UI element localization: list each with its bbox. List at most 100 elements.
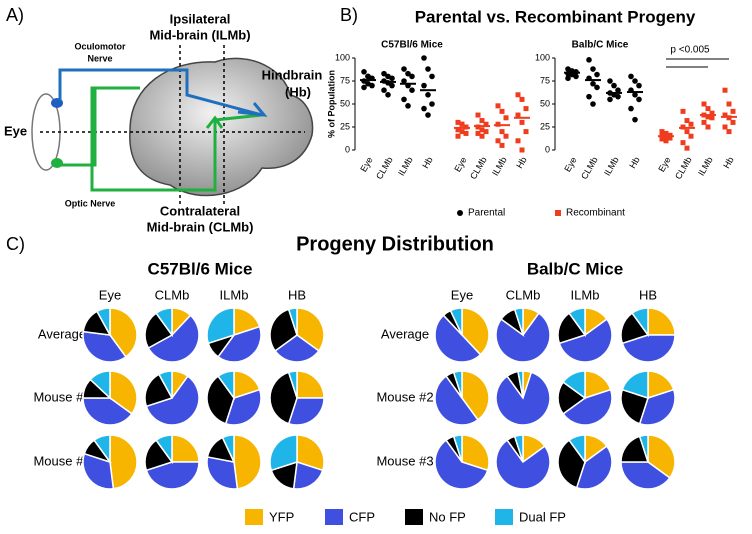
pie-slice xyxy=(233,434,262,490)
pie-slice xyxy=(621,370,649,400)
pie-slice xyxy=(434,375,479,426)
x-tick-label: Hb xyxy=(514,155,528,170)
subplot-title: C57Bl/6 Mice xyxy=(381,40,443,51)
data-point xyxy=(479,127,485,133)
data-point xyxy=(519,147,525,153)
data-point xyxy=(680,108,686,114)
data-point xyxy=(730,119,736,125)
data-point xyxy=(680,140,686,146)
column-label: ILMb xyxy=(571,287,600,302)
data-point xyxy=(483,129,489,135)
pie-slice xyxy=(620,388,649,425)
column-label: Eye xyxy=(451,287,473,302)
y-tick-label: 0 xyxy=(545,144,550,154)
pie-slice xyxy=(287,370,298,399)
data-point xyxy=(684,145,690,151)
data-point xyxy=(381,70,387,77)
data-point xyxy=(615,93,621,100)
legend-label: YFP xyxy=(269,509,294,524)
panel-label: A) xyxy=(6,5,24,25)
pie-slice xyxy=(495,371,551,426)
data-point xyxy=(475,130,481,136)
label: Mid-brain (CLMb) xyxy=(147,219,254,234)
row-label: Mouse #2 xyxy=(376,389,433,404)
annotation: p <0.005 xyxy=(670,45,710,56)
y-tick-label: 25 xyxy=(540,121,550,131)
data-point xyxy=(726,129,732,135)
data-point xyxy=(636,82,642,89)
pie-slice xyxy=(461,370,490,421)
x-tick-label: CLMb xyxy=(374,155,395,181)
data-point xyxy=(519,119,525,125)
x-tick-label: Eye xyxy=(358,155,374,173)
data-point xyxy=(659,129,665,135)
data-point xyxy=(590,66,596,72)
data-point xyxy=(705,124,711,130)
pie-slice xyxy=(631,307,649,338)
pie-slice xyxy=(274,334,320,363)
pie-slice xyxy=(558,318,613,363)
y-tick-label: 100 xyxy=(535,52,550,62)
pie-slice xyxy=(452,434,463,463)
legend-label: Recombinant xyxy=(566,208,625,219)
label: Contralateral xyxy=(160,203,240,218)
legend-label: Dual FP xyxy=(519,509,566,524)
pie-slice xyxy=(557,439,586,489)
legend-label: CFP xyxy=(349,509,375,524)
data-point xyxy=(389,82,395,89)
pie-slice xyxy=(495,439,551,490)
data-point xyxy=(590,80,596,87)
label: Ipsilateral xyxy=(170,11,231,26)
x-tick-label: Hb xyxy=(627,155,641,170)
data-point xyxy=(429,73,435,80)
data-point xyxy=(607,96,613,103)
y-tick-label: 100 xyxy=(335,52,350,62)
y-tick-label: 50 xyxy=(540,98,550,108)
data-point xyxy=(730,108,736,114)
data-point xyxy=(663,130,669,136)
data-point xyxy=(401,96,407,103)
pie-slice xyxy=(217,370,235,401)
panel-title: Parental vs. Recombinant Progeny xyxy=(415,7,696,26)
data-point xyxy=(429,101,435,107)
pie-slice xyxy=(82,452,115,490)
data-point xyxy=(722,124,728,130)
panel-title: Progeny Distribution xyxy=(296,233,494,255)
data-point xyxy=(499,108,505,114)
x-tick-label: ILMb xyxy=(396,155,415,177)
data-point xyxy=(515,138,521,144)
data-point xyxy=(688,133,694,139)
pie-slice xyxy=(647,307,676,336)
data-point xyxy=(459,129,465,135)
label: Optic Nerve xyxy=(65,198,116,208)
pie-slice xyxy=(155,434,173,465)
y-tick-label: 25 xyxy=(340,121,350,131)
pie-slice xyxy=(144,312,174,350)
optic-path xyxy=(60,86,263,192)
pie-slice xyxy=(217,325,262,363)
data-point xyxy=(503,115,509,121)
data-point xyxy=(425,112,431,118)
label: Eye xyxy=(4,123,27,138)
pie-slice xyxy=(93,434,111,465)
pie-slice xyxy=(95,307,111,336)
brain-diagram xyxy=(31,45,314,205)
pie-slice xyxy=(461,307,490,356)
data-point xyxy=(594,84,600,91)
data-point xyxy=(705,106,711,112)
data-point xyxy=(421,55,427,61)
data-point xyxy=(515,112,521,118)
data-point xyxy=(361,69,367,75)
pie-slice xyxy=(89,370,111,400)
pie-slice xyxy=(82,397,133,426)
data-point xyxy=(722,112,728,118)
group-title: C57Bl/6 Mice xyxy=(148,259,253,278)
data-point xyxy=(483,121,489,127)
row-label: Mouse #3 xyxy=(376,453,433,468)
x-tick-label: CLMb xyxy=(468,155,489,181)
data-point xyxy=(663,138,669,144)
data-point xyxy=(401,78,407,84)
column-label: CLMb xyxy=(155,287,190,302)
data-point xyxy=(615,87,621,93)
